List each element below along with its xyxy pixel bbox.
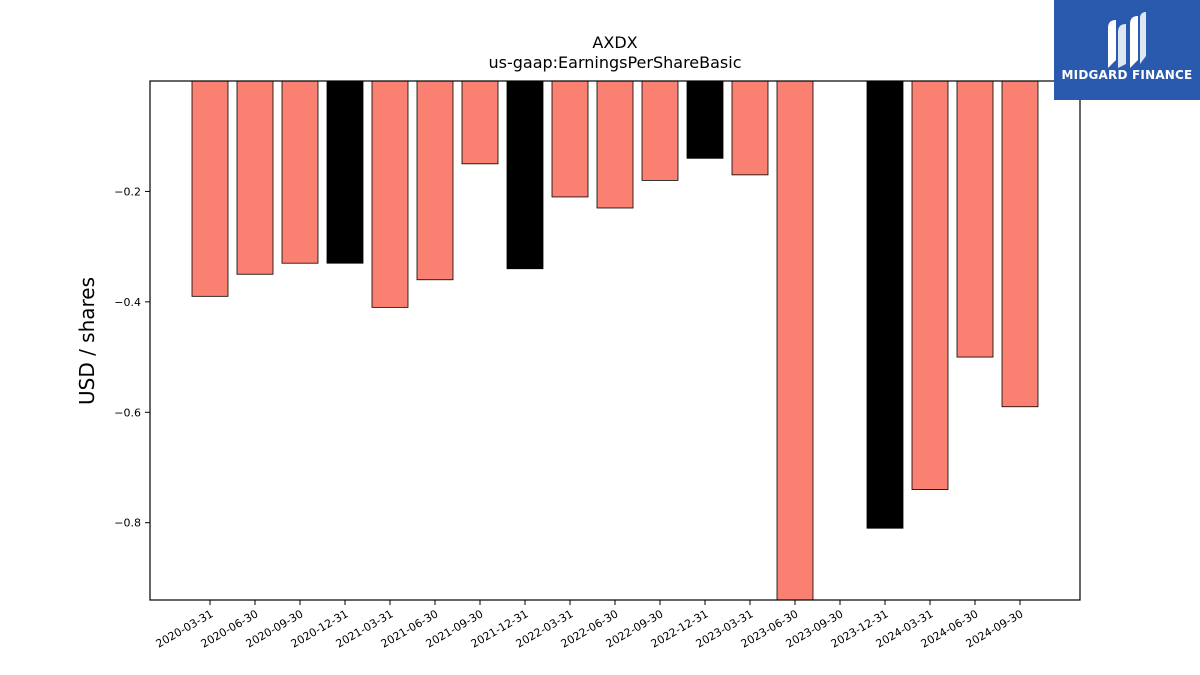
y-tick-label: −0.6 <box>114 406 141 419</box>
bars <box>191 80 1039 601</box>
bar-2022-09-30 <box>641 80 679 181</box>
y-tick-label: −0.8 <box>114 517 141 530</box>
logo-mark-icon <box>1108 12 1146 68</box>
bar-2020-06-30 <box>236 80 274 275</box>
bar-2021-06-30 <box>416 80 454 281</box>
bar-2024-09-30 <box>1001 80 1039 408</box>
y-tick-label: −0.4 <box>114 296 141 309</box>
bar-2022-06-30 <box>596 80 634 209</box>
bar-2020-09-30 <box>281 80 319 264</box>
logo-text: MIDGARD FINANCE <box>1061 68 1193 82</box>
y-tick-label: −0.2 <box>114 185 141 198</box>
bar-2022-12-31 <box>686 80 724 159</box>
bar-2021-12-31 <box>506 80 544 270</box>
bar-2023-06-30 <box>776 80 814 601</box>
bar-2022-03-31 <box>551 80 589 198</box>
bar-2023-03-31 <box>731 80 769 176</box>
chart-title: AXDX <box>592 33 637 52</box>
plot-frame <box>149 80 1081 601</box>
bar-2024-06-30 <box>956 80 994 358</box>
brand-logo: MIDGARD FINANCE <box>1054 0 1200 100</box>
bar-2020-12-31 <box>326 80 364 264</box>
bar-2021-09-30 <box>461 80 499 165</box>
y-axis-label: USD / shares <box>75 277 99 405</box>
bar-2024-03-31 <box>911 80 949 490</box>
bar-2021-03-31 <box>371 80 409 308</box>
bar-2020-03-31 <box>191 80 229 297</box>
chart-subtitle: us-gaap:EarningsPerShareBasic <box>488 53 741 72</box>
bar-2023-12-31 <box>866 80 904 529</box>
